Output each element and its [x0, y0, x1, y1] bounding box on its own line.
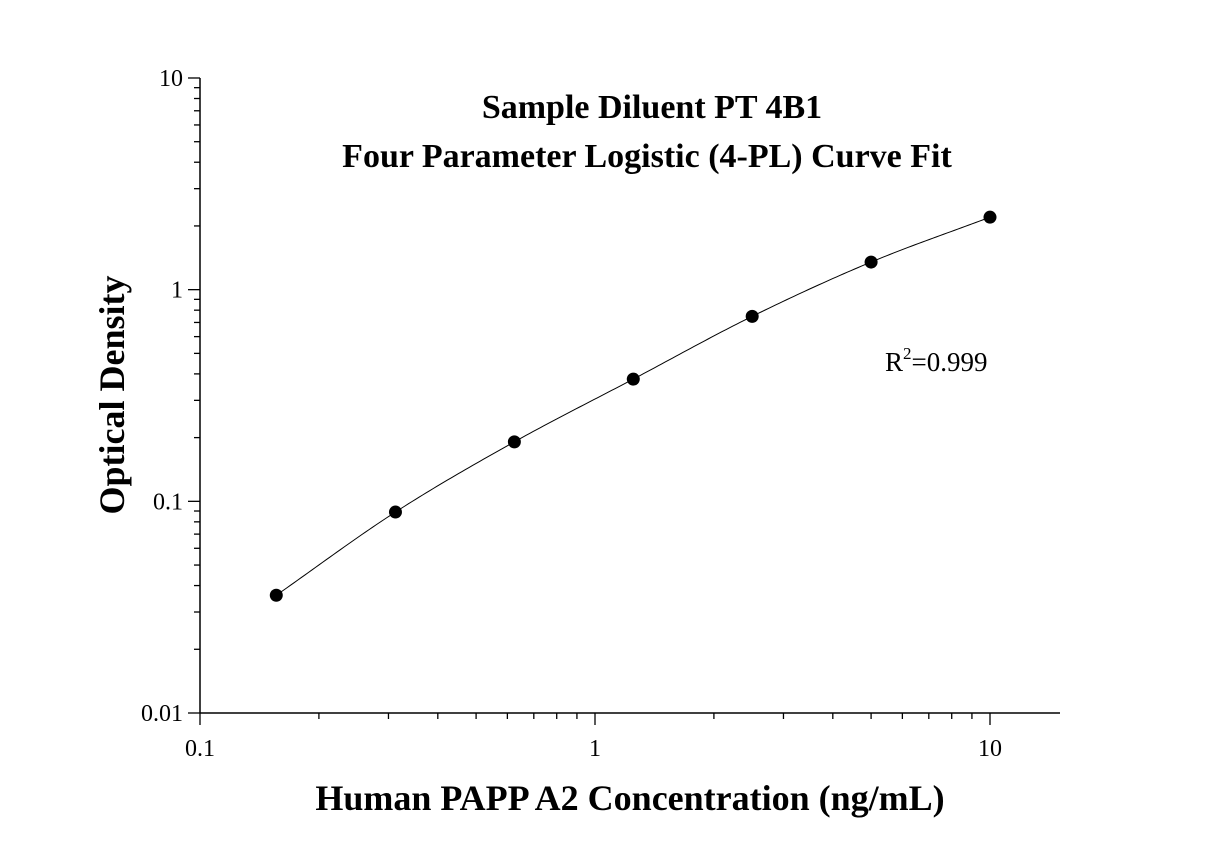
r-squared-sup: 2 [903, 344, 912, 363]
data-point [626, 372, 640, 386]
y-tick-label: 0.1 [153, 489, 183, 515]
data-point [269, 588, 283, 602]
x-tick-label: 1 [589, 736, 601, 762]
chart-title: Sample Diluent PT 4B1 [482, 89, 822, 126]
r-squared-annotation: R2=0.999 [885, 344, 988, 377]
data-point [864, 255, 878, 269]
data-point [745, 309, 759, 323]
fit-curve [275, 216, 991, 596]
y-tick-label: 0.01 [141, 701, 183, 727]
x-tick-label: 0.1 [185, 736, 215, 762]
fit-curve-layer [275, 216, 991, 596]
axes [199, 78, 1060, 714]
chart-subtitle: Four Parameter Logistic (4-PL) Curve Fit [342, 138, 952, 175]
data-point [507, 435, 521, 449]
x-axis-label: Human PAPP A2 Concentration (ng/mL) [315, 778, 944, 818]
x-axis-ticks: 0.1 1 10 [185, 713, 1002, 762]
y-tick-label: 1 [171, 278, 183, 304]
data-point [983, 210, 997, 224]
r-squared-value: =0.999 [912, 347, 988, 377]
r-squared-r: R [885, 347, 903, 377]
y-axis-label: Optical Density [92, 276, 132, 515]
x-tick-label: 10 [978, 736, 1002, 762]
data-point [388, 505, 402, 519]
data-points [269, 210, 997, 602]
y-axis-ticks: 0.01 0.1 1 10 [141, 66, 200, 727]
y-tick-label: 10 [159, 66, 183, 92]
